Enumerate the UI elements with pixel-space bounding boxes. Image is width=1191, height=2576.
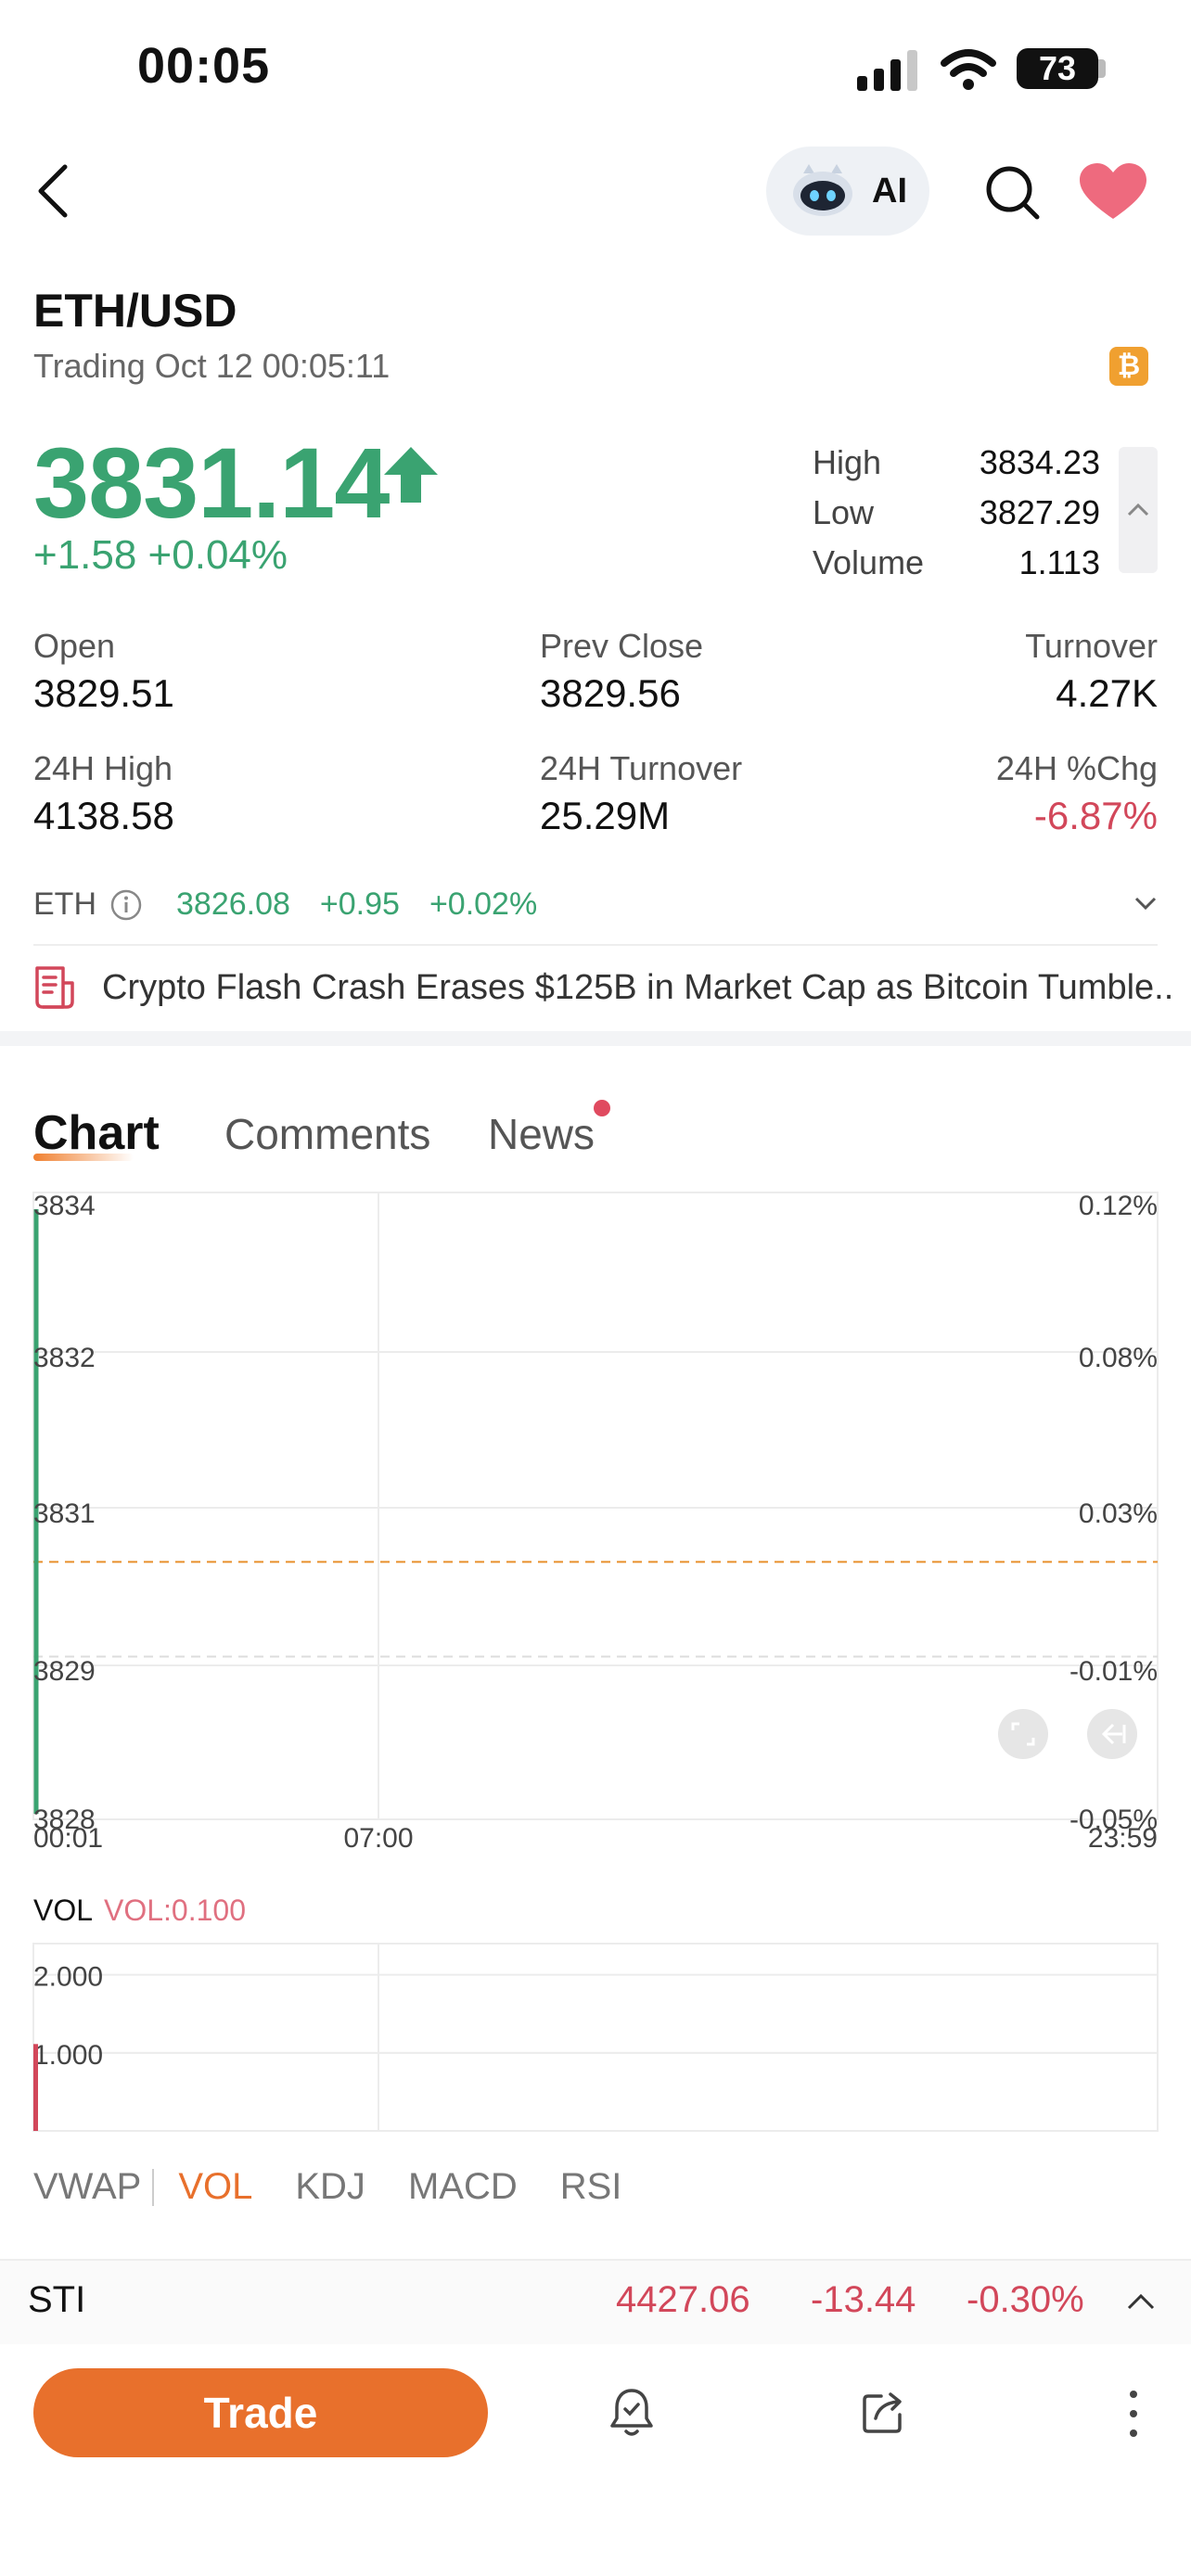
collapse-stats-button[interactable]	[1119, 447, 1158, 573]
open-value: 3829.51	[33, 671, 174, 715]
tab-chart[interactable]: Chart	[33, 1106, 160, 1160]
news-document-icon	[35, 966, 74, 1009]
open-label: Open	[33, 627, 116, 665]
indicator-vwap[interactable]: VWAP	[33, 2166, 142, 2207]
battery-indicator: 73	[1017, 48, 1098, 89]
quick-volume-label: Volume	[813, 543, 925, 581]
y-axis-label: 3831	[33, 1498, 96, 1529]
chevron-up-icon	[1127, 503, 1149, 516]
volume-subtitle: VOL:0.100	[104, 1894, 246, 1927]
pct-axis-label: 0.03%	[1079, 1498, 1158, 1529]
y-axis-label: 3829	[33, 1656, 96, 1687]
volume-y-label: 1.000	[33, 2040, 103, 2071]
underlying-change-pct: +0.02%	[429, 886, 538, 922]
info-icon[interactable]	[109, 888, 143, 922]
volume-bar	[33, 2044, 38, 2131]
prev-close-value: 3829.56	[540, 671, 681, 715]
quick-low-value: 3827.29	[979, 493, 1100, 531]
x-axis-label: 00:01	[33, 1823, 103, 1854]
quick-high-value: 3834.23	[979, 443, 1100, 481]
high-24h-value: 4138.58	[33, 794, 174, 837]
indicator-separator	[152, 2168, 155, 2206]
more-options-icon[interactable]	[1126, 2389, 1141, 2439]
share-icon[interactable]	[861, 2389, 907, 2435]
pair-title: ETH/USD	[33, 285, 237, 337]
sti-value: 4427.06	[616, 2279, 750, 2320]
prev-close-label: Prev Close	[540, 627, 704, 665]
last-price: 3831.14	[33, 427, 390, 539]
divider	[33, 944, 1158, 946]
robot-icon	[793, 164, 852, 216]
chg-24h-label: 24H %Chg	[995, 749, 1158, 787]
battery-tip	[1098, 59, 1106, 78]
underlying-price: 3826.08	[176, 886, 290, 922]
trade-button[interactable]: Trade	[33, 2368, 488, 2457]
back-arrow-icon[interactable]	[33, 163, 70, 219]
quick-high-label: High	[813, 443, 882, 481]
pct-axis-label: -0.01%	[1069, 1656, 1158, 1687]
news-unread-dot	[594, 1100, 610, 1116]
turnover-24h-label: 24H Turnover	[540, 749, 743, 787]
indicator-tabs: VWAP VOL KDJ MACD RSI	[33, 2166, 664, 2208]
chevron-down-icon[interactable]	[1133, 896, 1158, 912]
up-arrow-icon	[384, 447, 438, 503]
volume-title: VOL	[33, 1894, 94, 1927]
fullscreen-icon[interactable]	[998, 1709, 1048, 1759]
sti-name: STI	[28, 2279, 86, 2320]
indicator-kdj[interactable]: KDJ	[295, 2166, 365, 2207]
underlying-change: +0.95	[319, 886, 400, 922]
wifi-icon	[941, 49, 996, 90]
x-axis-label: 23:59	[1088, 1823, 1158, 1854]
index-ticker-bar[interactable]	[0, 2259, 1191, 2344]
jump-to-latest-icon[interactable]	[1087, 1709, 1137, 1759]
chart-frame	[32, 1192, 1159, 1820]
indicator-macd[interactable]: MACD	[407, 2166, 518, 2207]
tab-comments[interactable]: Comments	[224, 1110, 431, 1158]
chg-24h-value: -6.87%	[1033, 794, 1158, 837]
volume-frame	[32, 1943, 1159, 2132]
volume-chart[interactable]: 2.000 1.000	[0, 1942, 1191, 2138]
y-axis-label: 3832	[33, 1343, 96, 1373]
high-24h-label: 24H High	[33, 749, 173, 787]
indicator-vol[interactable]: VOL	[178, 2166, 253, 2207]
sti-change-pct: -0.30%	[967, 2279, 1084, 2320]
chevron-up-icon[interactable]	[1126, 2292, 1156, 2311]
turnover-value: 4.27K	[1056, 671, 1158, 715]
pct-axis-label: 0.08%	[1079, 1343, 1158, 1373]
news-flash-headline: Crypto Flash Crash Erases $125B in Marke…	[102, 967, 1174, 1007]
pct-axis-label: 0.12%	[1079, 1191, 1158, 1221]
indicator-rsi[interactable]: RSI	[559, 2166, 622, 2207]
underlying-name: ETH	[33, 886, 96, 922]
price-chart[interactable]: 3834 3832 3831 3829 3828 0.12% 0.08% 0.0…	[0, 1187, 1191, 1873]
tab-news[interactable]: News	[488, 1110, 596, 1158]
news-flash-row[interactable]: Crypto Flash Crash Erases $125B in Marke…	[33, 964, 1174, 1011]
pct-axis-label: -0.05%	[1069, 1804, 1158, 1835]
trading-status: Trading Oct 12 00:05:11	[33, 347, 391, 385]
underlying-row[interactable]: ETH 3826.08 +0.95 +0.02%	[33, 886, 537, 923]
quick-volume-value: 1.113	[1018, 543, 1100, 581]
price-change: +1.58 +0.04%	[33, 532, 288, 578]
quick-low-label: Low	[813, 493, 875, 531]
price-alert-bell-icon[interactable]	[608, 2387, 655, 2439]
favorite-heart-icon[interactable]	[1080, 163, 1146, 221]
ai-assistant-button[interactable]: AI	[766, 147, 929, 236]
volume-y-label: 2.000	[33, 1962, 103, 1993]
y-axis-label: 3834	[33, 1191, 96, 1221]
x-axis-label: 07:00	[343, 1823, 413, 1854]
tab-chart-underline	[33, 1154, 134, 1161]
signal-icon	[857, 50, 917, 91]
turnover-24h-value: 25.29M	[540, 794, 671, 837]
search-icon[interactable]	[983, 163, 1043, 223]
status-time: 00:05	[137, 38, 271, 94]
turnover-label: Turnover	[1025, 627, 1158, 665]
sti-change: -13.44	[811, 2279, 916, 2320]
y-axis-label: 3828	[33, 1804, 96, 1835]
ai-label: AI	[872, 171, 907, 210]
bitcoin-badge-icon: ₿	[1109, 347, 1148, 386]
section-divider	[0, 1031, 1191, 1046]
